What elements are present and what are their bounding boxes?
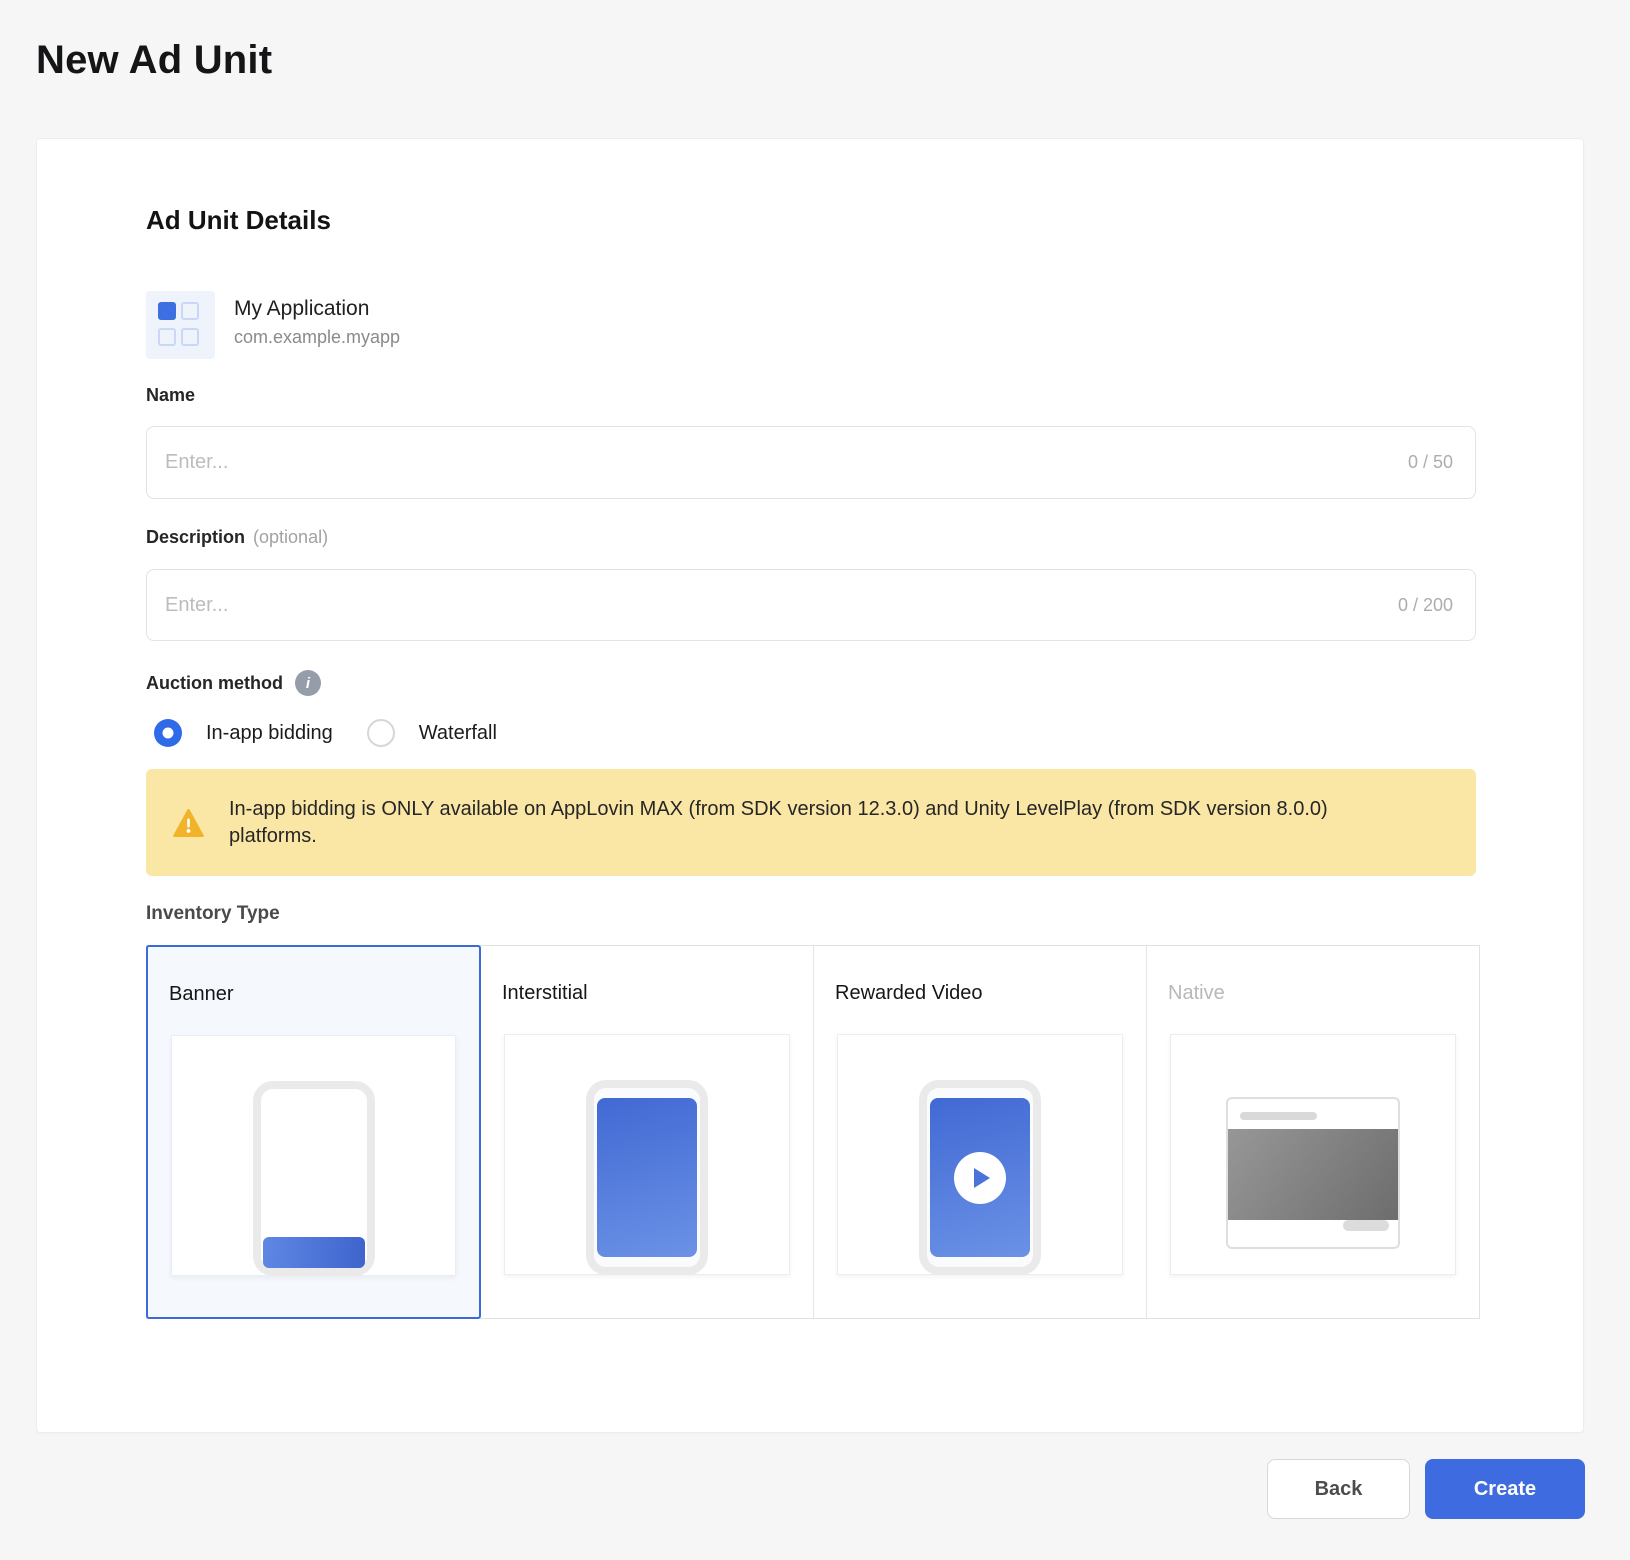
play-triangle: [974, 1167, 990, 1188]
play-icon: [954, 1151, 1006, 1204]
inventory-card-title: Rewarded Video: [835, 982, 983, 1004]
app-package: com.example.myapp: [234, 327, 401, 347]
interstitial-illustration-panel: [504, 1034, 790, 1275]
interstitial-ad-screen: [597, 1098, 697, 1257]
inventory-card-rewarded-video[interactable]: Rewarded Video: [813, 946, 1146, 1318]
inventory-type-grid: Banner Interstitial Rewarded Video: [146, 945, 1480, 1319]
app-icon-square: [181, 328, 199, 346]
native-title-placeholder: [1240, 1112, 1317, 1120]
app-icon-square: [181, 302, 199, 320]
app-grid-icon: [146, 291, 215, 359]
page-title: New Ad Unit: [36, 38, 273, 82]
description-char-counter: 0 / 200: [1397, 594, 1453, 615]
auction-method-options: In-app bidding Waterfall: [154, 719, 531, 747]
name-label: Name: [146, 385, 196, 405]
radio-selected-icon[interactable]: [154, 719, 182, 747]
rewarded-phone-illustration: [919, 1080, 1041, 1275]
inventory-card-title: Interstitial: [502, 982, 588, 1004]
rewarded-illustration-panel: [837, 1034, 1123, 1275]
radio-label: In-app bidding: [206, 721, 333, 744]
description-input[interactable]: [147, 570, 1398, 640]
description-label-text: Description: [146, 527, 246, 547]
warning-banner: In-app bidding is ONLY available on AppL…: [146, 769, 1476, 876]
banner-ad-strip: [262, 1237, 365, 1268]
create-button[interactable]: Create: [1425, 1459, 1585, 1519]
name-input-wrap: 0 / 50: [146, 426, 1476, 499]
back-button[interactable]: Back: [1267, 1459, 1410, 1519]
banner-phone-illustration: [252, 1081, 375, 1276]
auction-method-label: Auction method: [146, 672, 283, 693]
radio-option-waterfall[interactable]: Waterfall: [366, 719, 497, 747]
native-cta-placeholder: [1343, 1220, 1389, 1231]
interstitial-phone-illustration: [586, 1080, 708, 1275]
section-title: Ad Unit Details: [146, 205, 331, 235]
banner-illustration-panel: [171, 1035, 456, 1276]
description-label: Description (optional): [146, 527, 328, 548]
native-ad-illustration: [1226, 1097, 1400, 1249]
inventory-card-title: Banner: [169, 983, 234, 1005]
warning-icon: [173, 808, 204, 837]
ad-unit-form-card: Ad Unit Details My Application com.examp…: [36, 138, 1584, 1433]
name-char-counter: 0 / 50: [1407, 452, 1453, 472]
native-illustration-panel: [1170, 1034, 1456, 1275]
radio-label: Waterfall: [418, 721, 497, 744]
name-input[interactable]: [147, 427, 1408, 498]
app-icon-square: [158, 328, 176, 346]
inventory-card-native[interactable]: Native: [1146, 946, 1479, 1318]
inventory-type-label: Inventory Type: [146, 903, 280, 924]
rewarded-ad-screen: [930, 1098, 1030, 1257]
app-name: My Application: [234, 297, 370, 320]
info-icon[interactable]: i: [295, 670, 321, 696]
native-image-placeholder: [1228, 1129, 1398, 1220]
inventory-card-interstitial[interactable]: Interstitial: [480, 946, 813, 1318]
inventory-card-title: Native: [1168, 982, 1225, 1004]
inventory-card-banner[interactable]: Banner: [146, 945, 481, 1319]
description-optional-hint: (optional): [253, 527, 329, 547]
radio-unselected-icon[interactable]: [366, 719, 395, 747]
description-input-wrap: 0 / 200: [146, 569, 1476, 641]
app-icon-square: [158, 302, 176, 320]
warning-text: In-app bidding is ONLY available on AppL…: [229, 797, 1328, 847]
auction-method-row: Auction method i: [146, 670, 321, 696]
radio-option-in-app-bidding[interactable]: In-app bidding: [154, 719, 333, 747]
